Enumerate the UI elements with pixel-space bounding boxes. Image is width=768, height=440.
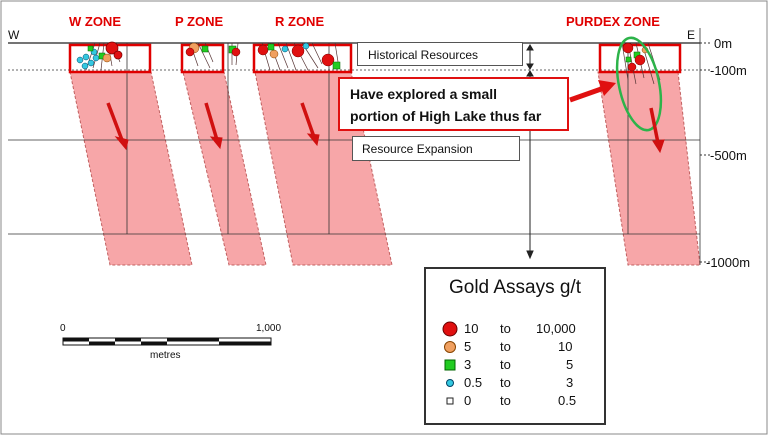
w-zone-expansion — [69, 71, 193, 266]
scale-bar — [62, 337, 272, 346]
exploration-callout: Have explored a small portion of High La… — [338, 77, 569, 131]
r-zone-resource-box — [252, 43, 353, 74]
legend-from: 0.5 — [464, 375, 483, 390]
p-zone-expansion — [182, 71, 267, 266]
east-label: E — [687, 28, 696, 42]
historical-resources-box: Historical Resources — [357, 42, 523, 66]
depth-label-1000: -1000m — [706, 255, 751, 270]
legend-to: 5 — [566, 357, 574, 372]
legend-from: 0 — [464, 393, 472, 408]
white-square-icon — [446, 397, 454, 405]
red-circle-icon — [442, 321, 458, 337]
cyan-circle-icon — [446, 379, 454, 387]
legend-to-word: to — [500, 375, 511, 390]
purdex-zone-resource-box — [598, 43, 682, 74]
west-label: W — [8, 28, 20, 42]
legend-from: 10 — [464, 321, 479, 336]
purdex-zone-label: PURDEX ZONE — [566, 14, 660, 29]
legend-from: 5 — [464, 339, 472, 354]
legend-to: 10 — [558, 339, 573, 354]
callout-arrow-head — [598, 80, 616, 96]
p-zone-resource-box — [180, 43, 225, 74]
orange-circle-icon — [444, 341, 456, 353]
legend-to: 10,000 — [536, 321, 576, 336]
assay-points — [76, 41, 649, 72]
callout-arrow — [569, 85, 605, 103]
expansion-arrows — [106, 102, 665, 154]
scale-end-label: 1,000 — [256, 323, 282, 334]
w-zone-label: W ZONE — [69, 14, 121, 29]
purdex-highlight-ellipse — [615, 36, 663, 132]
legend-to-word: to — [500, 393, 511, 408]
legend-to-word: to — [500, 357, 511, 372]
callout-line-1: Have explored a small — [350, 86, 498, 102]
legend-to-word: to — [500, 339, 511, 354]
depth-label-0: 0m — [714, 36, 733, 51]
callout-line-2: portion of High Lake thus far — [350, 108, 542, 124]
legend-to: 3 — [566, 375, 574, 390]
purdex-zone-expansion — [597, 71, 701, 266]
r-zone-label: R ZONE — [275, 14, 325, 29]
depth-label-500: -500m — [710, 148, 747, 163]
gold-assay-legend: Gold Assays g/t 10 to 10,000 5 to 10 3 t… — [424, 267, 606, 425]
p-zone-label: P ZONE — [175, 14, 224, 29]
green-square-icon — [444, 359, 456, 371]
legend-to-word: to — [500, 321, 511, 336]
resource-expansion-box: Resource Expansion — [352, 136, 520, 161]
legend-to: 0.5 — [558, 393, 577, 408]
legend-from: 3 — [464, 357, 472, 372]
scale-start-label: 0 — [60, 323, 66, 334]
scale-unit-label: metres — [150, 350, 181, 361]
depth-label-100: -100m — [710, 63, 747, 78]
legend-title: Gold Assays g/t — [448, 277, 581, 298]
